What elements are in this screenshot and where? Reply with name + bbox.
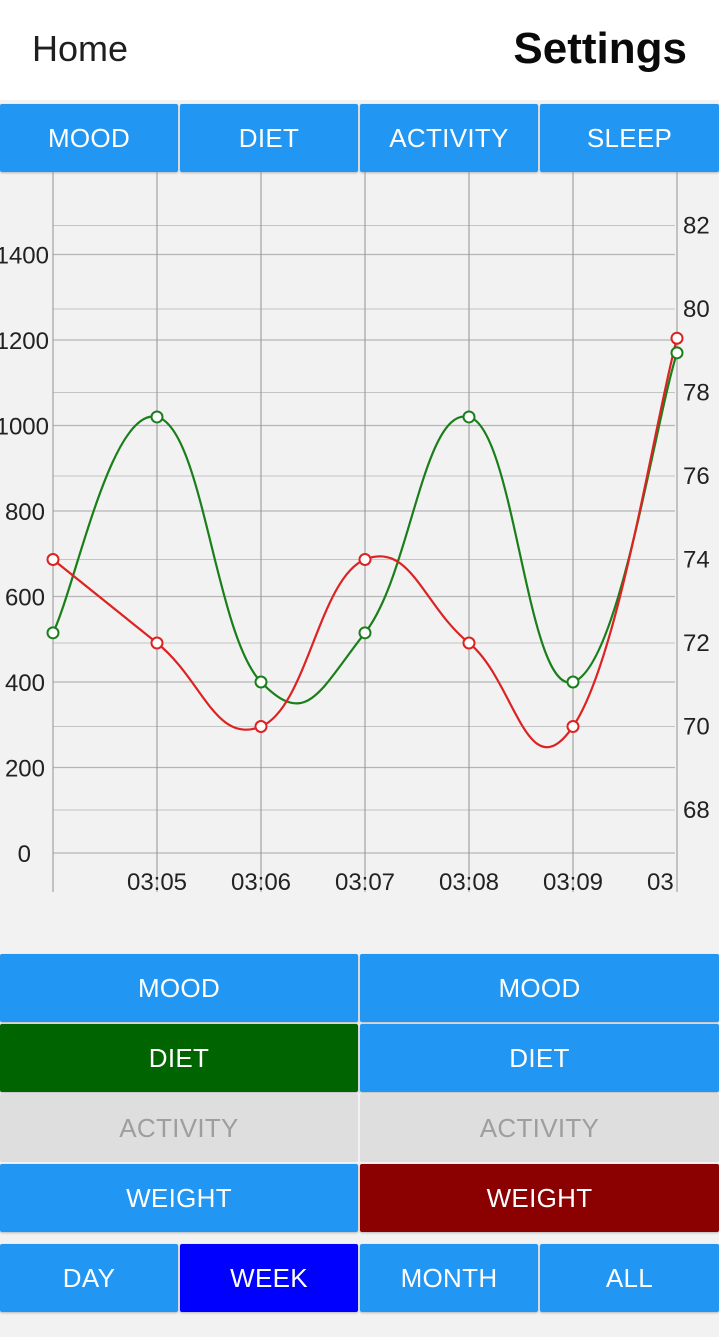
- left-axis-tick-label: 0: [18, 841, 31, 868]
- x-axis-tick-label: 03:07: [335, 869, 395, 896]
- left-axis-labels: 0 200 400 600 800 1000 1200 1400: [0, 243, 49, 869]
- data-point: [462, 636, 476, 650]
- data-point: [358, 626, 372, 640]
- data-point: [566, 720, 580, 733]
- right-axis-tick-label: 76: [683, 463, 710, 490]
- data-point: [46, 626, 60, 640]
- right-diet-button[interactable]: DIET: [360, 1024, 719, 1092]
- data-point: [462, 410, 476, 424]
- x-axis-tick-label: 03:08: [439, 869, 499, 896]
- left-axis-tick-label: 800: [5, 499, 45, 526]
- data-point: [566, 675, 580, 689]
- left-axis-tick-label: 1200: [0, 328, 49, 355]
- left-mood-button[interactable]: MOOD: [0, 954, 358, 1022]
- right-axis-tick-label: 70: [683, 714, 710, 741]
- right-mood-button[interactable]: MOOD: [360, 954, 719, 1022]
- right-axis-tick-label: 68: [683, 797, 710, 824]
- x-axis-labels: 03:05 03:06 03:07 03:08 03:09 03: [127, 869, 674, 896]
- left-axis-tick-label: 600: [5, 585, 45, 612]
- data-point: [670, 331, 684, 345]
- data-point: [150, 636, 164, 650]
- right-axis-tick-label: 80: [683, 296, 710, 323]
- chart-area: 0 200 400 600 800 1000 1200 1400 68 70 72 74 76 78 80…: [0, 172, 719, 912]
- right-weight-button[interactable]: WEIGHT: [360, 1164, 719, 1232]
- left-axis-tick-label: 400: [5, 670, 45, 697]
- left-axis-tick-label: 1400: [0, 243, 49, 270]
- line-chart: 0 200 400 600 800 1000 1200 1400 68 70 72 74 76 78 80…: [0, 172, 710, 896]
- settings-link[interactable]: Settings: [513, 24, 687, 73]
- left-activity-button: ACTIVITY: [0, 1094, 358, 1162]
- left-weight-button[interactable]: WEIGHT: [0, 1164, 358, 1232]
- tab-activity[interactable]: ACTIVITY: [360, 104, 538, 172]
- data-point: [46, 553, 60, 566]
- data-point: [150, 410, 164, 424]
- x-axis-tick-label: 03: [647, 869, 674, 896]
- right-axis-labels: 68 70 72 74 76 78 80 82: [683, 213, 710, 825]
- range-day-button[interactable]: DAY: [0, 1244, 178, 1312]
- range-all-button[interactable]: ALL: [540, 1244, 719, 1312]
- left-diet-button[interactable]: DIET: [0, 1024, 358, 1092]
- right-axis-tick-label: 82: [683, 213, 710, 240]
- tab-mood[interactable]: MOOD: [0, 104, 178, 172]
- data-point: [670, 346, 684, 360]
- x-axis-tick-label: 03:05: [127, 869, 187, 896]
- range-month-button[interactable]: MONTH: [360, 1244, 538, 1312]
- range-week-button[interactable]: WEEK: [180, 1244, 358, 1312]
- home-link[interactable]: Home: [32, 28, 129, 69]
- tab-diet[interactable]: DIET: [180, 104, 358, 172]
- left-axis-tick-label: 200: [5, 756, 45, 783]
- right-activity-button: ACTIVITY: [360, 1094, 719, 1162]
- right-axis-tick-label: 78: [683, 380, 710, 407]
- data-point: [358, 553, 372, 566]
- right-axis-tick-label: 74: [683, 547, 710, 574]
- data-point: [254, 720, 268, 733]
- tab-sleep[interactable]: SLEEP: [540, 104, 719, 172]
- app-header: Home Settings: [0, 0, 719, 100]
- x-axis-tick-label: 03:06: [231, 869, 291, 896]
- series-line-red: [52, 337, 679, 749]
- series-points: [46, 331, 684, 733]
- left-axis-tick-label: 1000: [0, 414, 49, 441]
- grid-lines: [52, 172, 678, 892]
- x-axis-tick-label: 03:09: [543, 869, 603, 896]
- data-point: [254, 675, 268, 689]
- right-axis-tick-label: 72: [683, 630, 710, 657]
